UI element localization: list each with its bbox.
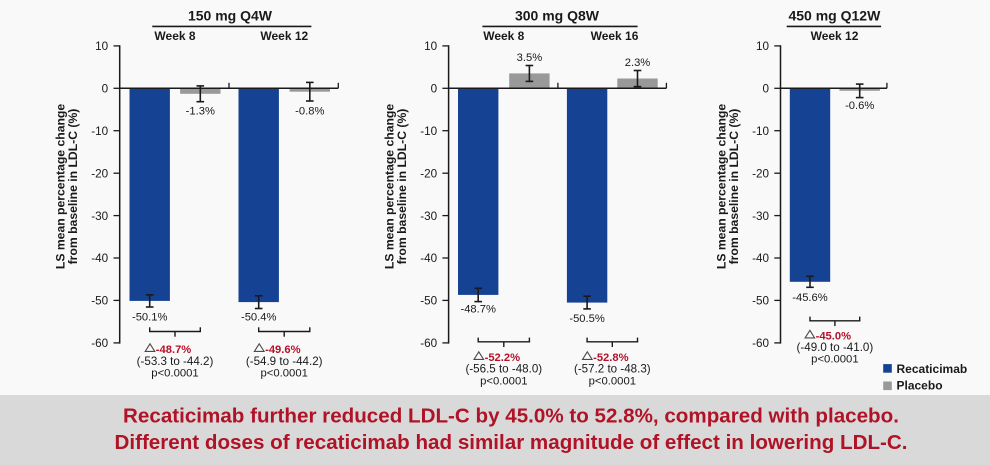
svg-text:-30: -30: [752, 210, 769, 223]
svg-text:2.3%: 2.3%: [625, 57, 651, 69]
svg-text:10: 10: [424, 40, 438, 53]
svg-text:Different doses of recaticimab: Different doses of recaticimab had simil…: [115, 431, 908, 454]
svg-text:-40: -40: [91, 252, 108, 265]
svg-text:-52.8%: -52.8%: [593, 352, 628, 364]
svg-text:from baseline in LDL-C (%): from baseline in LDL-C (%): [395, 109, 409, 265]
svg-text:-48.7%: -48.7%: [156, 344, 191, 356]
svg-text:-40: -40: [420, 252, 437, 265]
svg-text:-50.1%: -50.1%: [132, 312, 167, 324]
svg-text:-45.0%: -45.0%: [816, 331, 851, 343]
svg-text:(-53.3 to -44.2): (-53.3 to -44.2): [137, 355, 214, 368]
svg-text:Week 16: Week 16: [591, 29, 639, 43]
svg-text:-60: -60: [752, 337, 769, 350]
svg-text:LS mean percentage change: LS mean percentage change: [714, 104, 728, 269]
svg-text:-50: -50: [752, 295, 769, 308]
svg-text:-50: -50: [420, 295, 437, 308]
svg-text:-48.7%: -48.7%: [460, 304, 495, 316]
svg-text:450 mg Q12W: 450 mg Q12W: [788, 7, 881, 23]
svg-text:from baseline in LDL-C (%): from baseline in LDL-C (%): [727, 109, 741, 265]
svg-text:-60: -60: [91, 337, 108, 350]
svg-text:-20: -20: [752, 167, 769, 180]
svg-text:0: 0: [431, 83, 438, 96]
svg-text:-50.5%: -50.5%: [569, 313, 604, 325]
svg-text:-45.6%: -45.6%: [792, 292, 827, 304]
svg-text:-30: -30: [91, 210, 108, 223]
svg-text:-60: -60: [420, 337, 437, 350]
svg-text:p<0.0001: p<0.0001: [151, 367, 198, 379]
svg-text:-10: -10: [420, 125, 437, 138]
svg-text:-20: -20: [91, 167, 108, 180]
svg-text:LS mean percentage change: LS mean percentage change: [382, 104, 396, 269]
svg-text:Week 12: Week 12: [260, 29, 308, 43]
svg-text:10: 10: [95, 40, 109, 53]
svg-text:-40: -40: [752, 252, 769, 265]
svg-text:Placebo: Placebo: [897, 379, 943, 393]
svg-text:from baseline in LDL-C (%): from baseline in LDL-C (%): [66, 109, 80, 265]
svg-text:10: 10: [756, 40, 770, 53]
svg-text:Recaticimab: Recaticimab: [897, 362, 968, 376]
svg-text:(-57.2 to -48.3): (-57.2 to -48.3): [574, 363, 651, 376]
svg-text:p<0.0001: p<0.0001: [480, 376, 527, 388]
svg-text:300 mg Q8W: 300 mg Q8W: [515, 7, 600, 23]
svg-text:-50: -50: [91, 295, 108, 308]
svg-text:p<0.0001: p<0.0001: [811, 353, 858, 365]
svg-text:-30: -30: [420, 210, 437, 223]
svg-text:p<0.0001: p<0.0001: [589, 376, 636, 388]
svg-text:-50.4%: -50.4%: [241, 312, 276, 324]
svg-text:(-49.0 to -41.0): (-49.0 to -41.0): [797, 341, 874, 354]
svg-text:LS mean percentage change: LS mean percentage change: [54, 104, 68, 269]
svg-text:0: 0: [762, 83, 769, 96]
svg-text:-0.8%: -0.8%: [295, 106, 324, 118]
svg-text:(-54.9 to -44.2): (-54.9 to -44.2): [246, 355, 323, 368]
svg-text:-52.2%: -52.2%: [485, 352, 520, 364]
svg-text:-0.6%: -0.6%: [845, 100, 874, 112]
svg-text:0: 0: [102, 83, 109, 96]
svg-text:Recaticimab further reduced LD: Recaticimab further reduced LDL-C by 45.…: [123, 404, 899, 427]
svg-text:-1.3%: -1.3%: [186, 106, 215, 118]
svg-text:3.5%: 3.5%: [517, 52, 543, 64]
svg-text:Week 8: Week 8: [154, 29, 195, 43]
svg-text:-49.6%: -49.6%: [265, 344, 300, 356]
svg-text:-10: -10: [752, 125, 769, 138]
svg-text:-20: -20: [420, 167, 437, 180]
svg-text:Week 12: Week 12: [811, 29, 859, 43]
svg-text:150 mg Q4W: 150 mg Q4W: [188, 7, 273, 23]
svg-text:-10: -10: [91, 125, 108, 138]
svg-text:p<0.0001: p<0.0001: [260, 367, 307, 379]
svg-text:Week 8: Week 8: [483, 29, 524, 43]
svg-text:(-56.5 to -48.0): (-56.5 to -48.0): [465, 363, 542, 376]
